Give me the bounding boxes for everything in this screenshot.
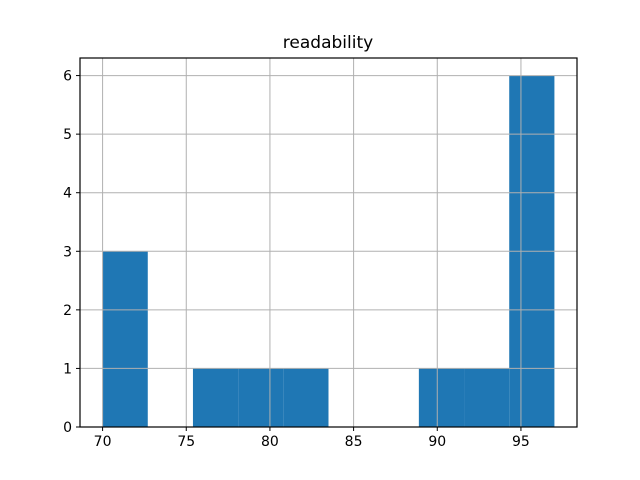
histogram-bar [418, 368, 465, 427]
y-tick-label: 3 [63, 244, 72, 260]
x-tick-label: 95 [512, 434, 530, 450]
x-tick-label: 85 [345, 434, 363, 450]
y-tick-label: 2 [63, 303, 72, 319]
y-tick-label: 1 [63, 361, 72, 377]
x-tick-label: 80 [261, 434, 279, 450]
histogram-bar [283, 368, 329, 427]
x-tick-label: 75 [177, 434, 195, 450]
histogram-bar [464, 368, 510, 427]
histogram-bar [238, 368, 284, 427]
histogram-bar [192, 368, 239, 427]
x-tick-label: 70 [94, 434, 112, 450]
y-tick-label: 5 [63, 127, 72, 143]
histogram-bar [102, 251, 148, 427]
y-tick-label: 4 [63, 186, 72, 202]
y-tick-label: 6 [63, 69, 72, 85]
axes-spine [79, 57, 578, 428]
chart-title: readability [283, 33, 373, 53]
y-tick-label: 0 [63, 420, 72, 436]
x-tick-label: 90 [428, 434, 446, 450]
